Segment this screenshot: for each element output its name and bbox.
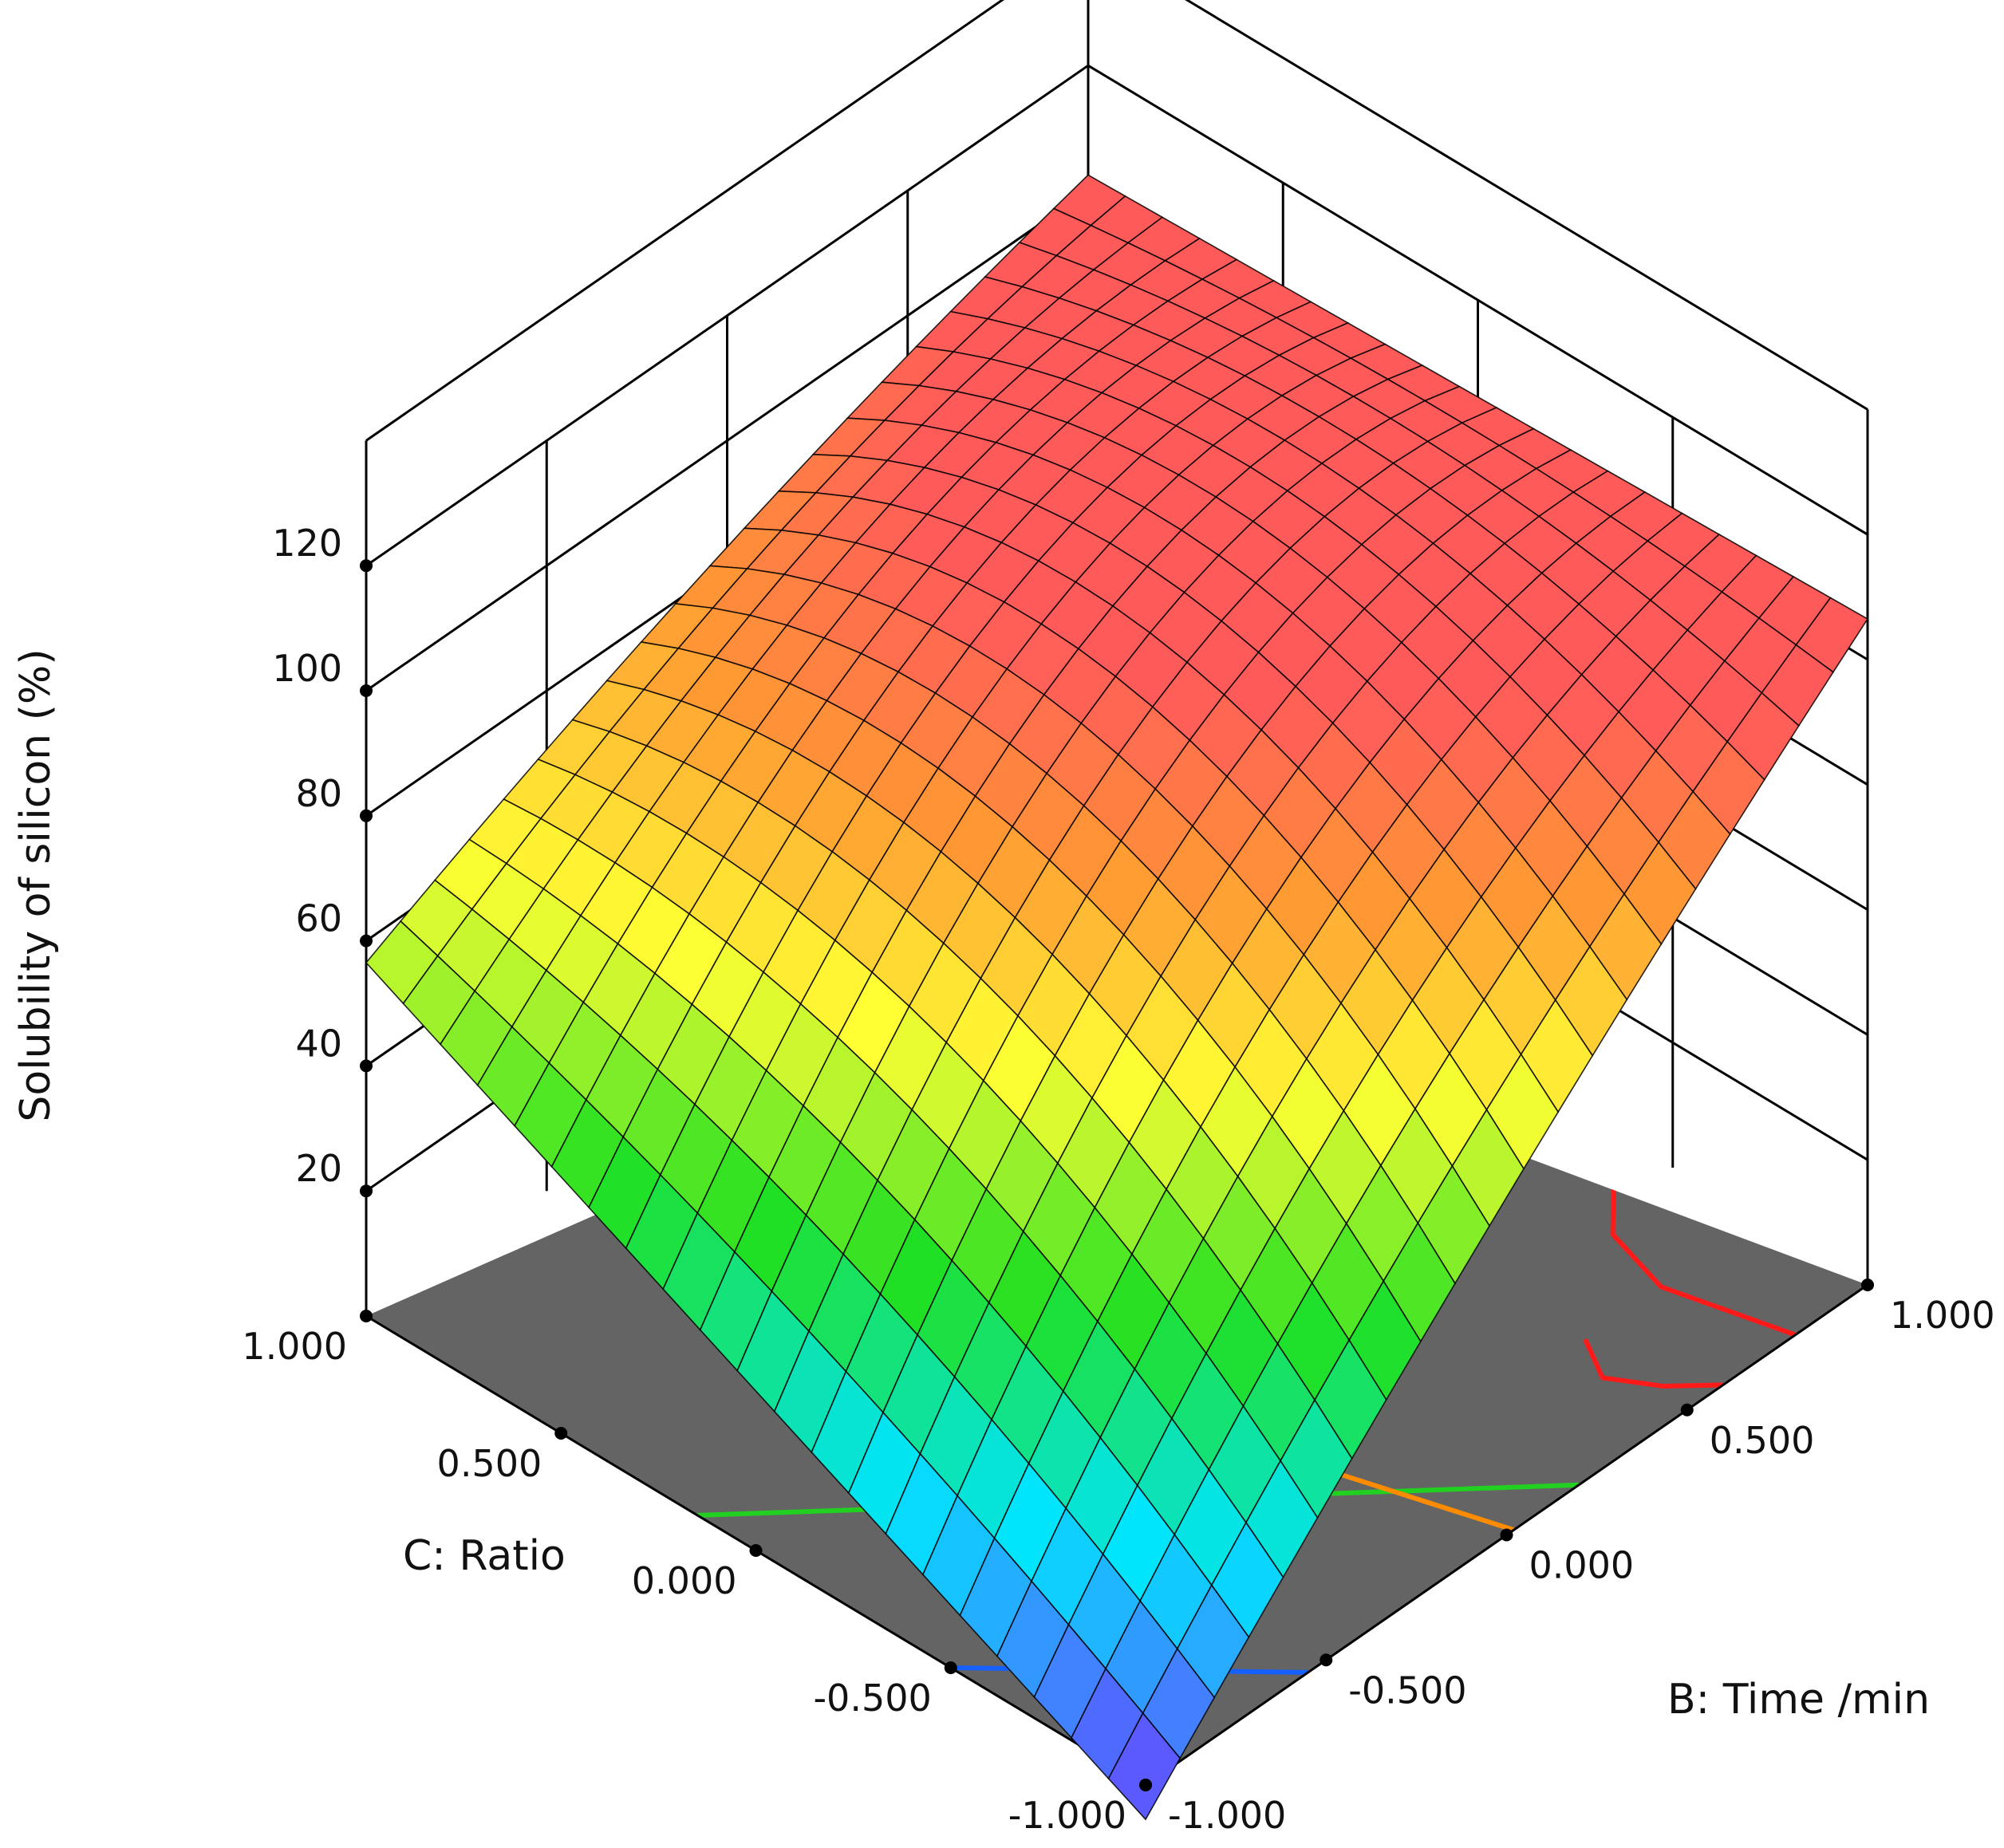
- left-wall-top: [365, 0, 1004, 442]
- c-tick-dot: [944, 1661, 957, 1674]
- right-wall-top: [1185, 0, 1868, 411]
- z-tick-label: 20: [295, 1147, 342, 1190]
- c-tick-dot: [360, 1310, 373, 1322]
- b-axis-ticks: -1.000 -0.500 0.000 0.500 1.000: [1139, 1279, 1995, 1837]
- c-tick-dot: [554, 1427, 568, 1440]
- b-tick-dot: [1139, 1779, 1152, 1791]
- b-tick-dot: [1500, 1528, 1513, 1542]
- c-tick-dot: [749, 1544, 763, 1557]
- z-tick-dot: [360, 559, 373, 573]
- b-tick-dot: [1861, 1279, 1874, 1291]
- b-tick-dot: [1320, 1653, 1333, 1667]
- b-axis-title: B: Time /min: [1667, 1676, 1930, 1724]
- b-tick-label: -0.500: [1348, 1669, 1466, 1712]
- z-axis-ticks: 20 40 60 80 100 120: [272, 522, 373, 1198]
- contour-line: [1583, 1338, 1724, 1389]
- c-tick-label: 1.000: [242, 1325, 347, 1368]
- c-tick-label: 0.000: [632, 1559, 737, 1602]
- b-tick-label: -1.000: [1168, 1794, 1286, 1837]
- response-surface: [365, 174, 1869, 1821]
- z-tick-dot: [360, 934, 373, 948]
- surface-cell: [1107, 1712, 1181, 1821]
- c-tick-label: -0.500: [813, 1677, 931, 1720]
- z-tick-dot: [360, 809, 373, 822]
- c-tick-label: 0.500: [437, 1442, 542, 1485]
- c-axis-ticks: -1.000 -0.500 0.000 0.500 1.000: [242, 1310, 1152, 1837]
- b-tick-label: 0.000: [1529, 1544, 1635, 1587]
- b-tick-dot: [1680, 1403, 1694, 1417]
- z-tick-dot: [360, 1184, 373, 1198]
- b-tick-label: 0.500: [1710, 1419, 1815, 1462]
- z-axis-title: Solubility of silicon (%): [12, 648, 60, 1121]
- c-axis-title: C: Ratio: [403, 1532, 566, 1580]
- z-tick-label: 120: [272, 522, 342, 565]
- z-tick-dot: [360, 1059, 373, 1073]
- z-tick-label: 80: [295, 772, 342, 815]
- z-tick-label: 40: [295, 1022, 342, 1065]
- z-tick-dot: [360, 684, 373, 697]
- z-tick-label: 100: [272, 647, 342, 690]
- b-tick-label: 1.000: [1890, 1294, 1995, 1337]
- z-tick-label: 60: [295, 897, 342, 940]
- c-tick-label: -1.000: [1008, 1794, 1126, 1837]
